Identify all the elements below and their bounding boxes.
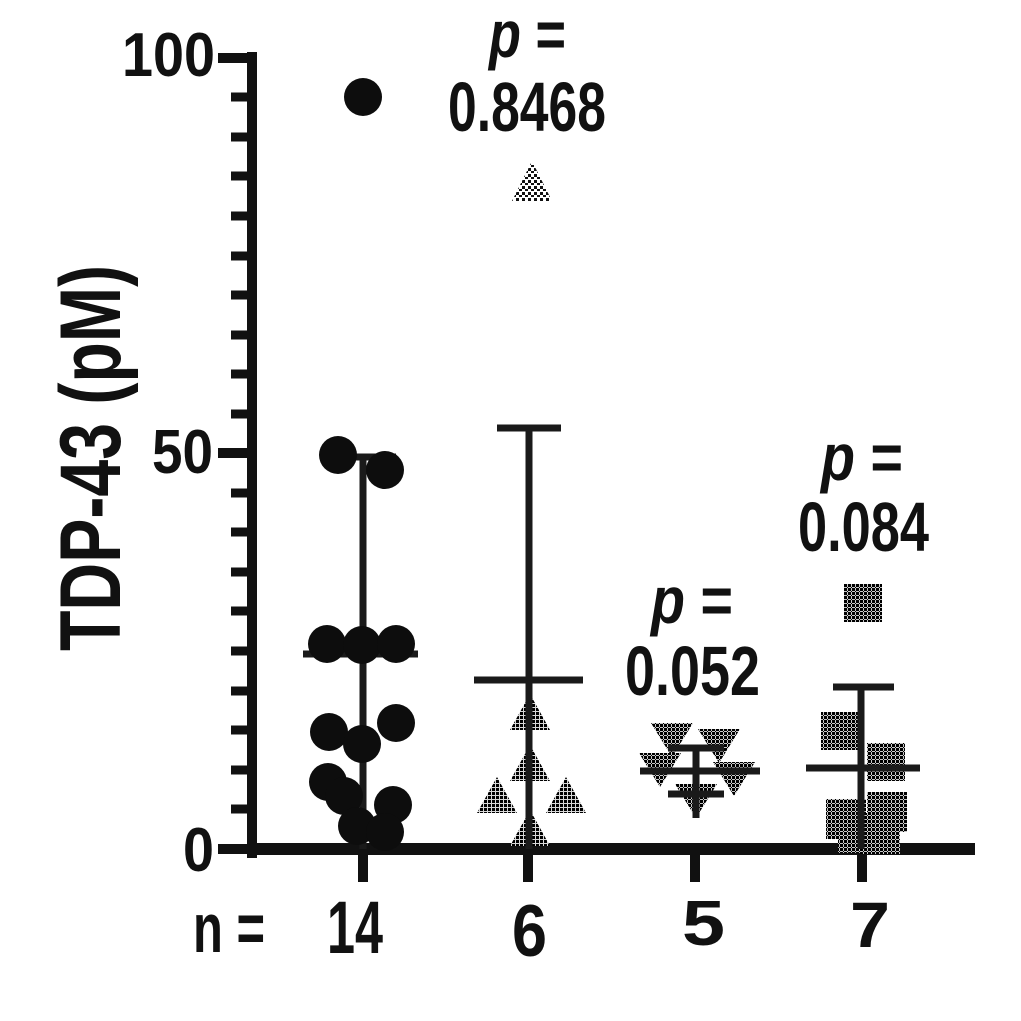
svg-text:0.8468: 0.8468 xyxy=(448,68,606,146)
svg-text:14: 14 xyxy=(327,886,383,969)
svg-text:0: 0 xyxy=(183,816,214,885)
svg-text:n =: n = xyxy=(193,889,265,967)
svg-text:50: 50 xyxy=(152,418,213,487)
svg-text:p =: p = xyxy=(819,420,903,494)
svg-text:5: 5 xyxy=(682,887,725,959)
svg-text:p =: p = xyxy=(649,563,733,637)
svg-text:0.052: 0.052 xyxy=(625,632,760,710)
svg-text:100: 100 xyxy=(122,21,215,90)
svg-text:TDP-43 (pM): TDP-43 (pM) xyxy=(43,265,139,651)
svg-text:7: 7 xyxy=(850,889,890,961)
svg-text:p =: p = xyxy=(487,0,566,71)
svg-text:6: 6 xyxy=(512,891,547,972)
svg-text:0.084: 0.084 xyxy=(798,488,929,566)
